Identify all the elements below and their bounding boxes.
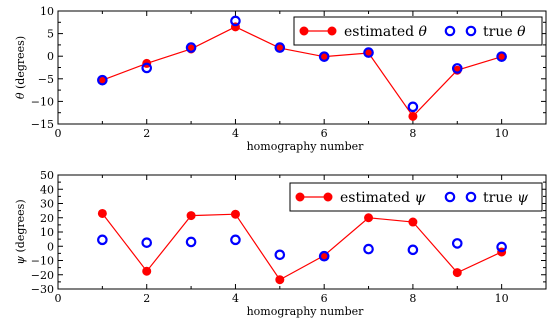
x-tick-label: 0	[55, 127, 62, 140]
y-tick-label: −15	[31, 118, 54, 131]
legend-label: estimated θ	[344, 24, 428, 40]
chart-panel-1: 0 2 4 6 8 10 −15 −10 −5 0 5 10 homography number θ (d…	[14, 5, 547, 153]
y-tick-label: 0	[47, 240, 54, 253]
y-tick-label: −20	[31, 269, 54, 282]
data-point	[496, 241, 507, 253]
legend: estimated ψ true ψ	[289, 182, 543, 212]
data-point	[186, 211, 196, 221]
data-point	[408, 217, 418, 227]
data-point	[318, 51, 330, 62]
legend-marker	[465, 25, 477, 37]
data-point	[408, 111, 418, 121]
x-tick-label: 4	[232, 292, 239, 305]
x-tick-label: 6	[321, 292, 328, 305]
x-axis-label: homography number	[247, 140, 365, 153]
legend-marker	[444, 191, 456, 203]
series-line	[101, 213, 502, 281]
legend-label: true ψ	[483, 190, 529, 206]
y-tick-label: 10	[40, 226, 54, 239]
data-point	[496, 51, 507, 62]
legend-marker	[295, 192, 305, 202]
y-tick-label: 0	[47, 50, 54, 63]
y-tick-label: 5	[47, 28, 54, 41]
data-point	[142, 266, 152, 276]
series-line	[102, 26, 502, 118]
y-axis-label: ψ (degrees)	[14, 199, 27, 264]
x-tick-label: 8	[409, 292, 416, 305]
x-tick-label: 4	[232, 127, 239, 140]
y-tick-label: −30	[31, 283, 54, 296]
series-2	[97, 15, 507, 113]
data-point	[97, 234, 108, 246]
data-point	[230, 15, 241, 27]
data-point	[141, 237, 153, 248]
y-axis-label: θ (degrees)	[14, 36, 27, 99]
data-point	[275, 275, 285, 285]
legend: estimated θ true θ	[293, 16, 543, 46]
x-axis-label: homography number	[247, 305, 365, 318]
x-tick-label: 0	[55, 292, 62, 305]
legend-marker	[323, 192, 333, 202]
data-point	[452, 268, 462, 278]
series-2	[97, 234, 507, 262]
y-tick-label: 10	[40, 5, 54, 18]
y-tick-label: 40	[40, 183, 54, 196]
data-point	[407, 101, 419, 113]
data-point	[364, 213, 374, 223]
x-tick-label: 10	[495, 127, 509, 140]
data-point	[363, 243, 374, 255]
series-1	[97, 208, 507, 285]
data-point	[318, 250, 330, 262]
data-point	[97, 208, 107, 218]
legend-marker	[465, 191, 477, 203]
y-tick-label: 20	[40, 212, 54, 225]
x-tick-label: 6	[321, 127, 328, 140]
data-point	[274, 249, 286, 261]
y-tick-label: −5	[38, 73, 54, 86]
data-point	[451, 63, 463, 74]
data-point	[274, 42, 286, 53]
data-point	[407, 244, 419, 256]
y-tick-label: −10	[31, 255, 54, 268]
legend-marker	[444, 25, 456, 37]
data-point	[230, 234, 241, 246]
data-point	[97, 74, 108, 86]
data-point	[230, 209, 240, 219]
x-tick-label: 8	[409, 127, 416, 140]
y-tick-label: −10	[31, 95, 54, 108]
legend-label: estimated ψ	[340, 190, 427, 206]
data-point	[141, 62, 153, 74]
x-tick-label: 2	[143, 292, 150, 305]
y-tick-label: 30	[40, 198, 54, 211]
x-tick-label: 2	[143, 127, 150, 140]
data-point	[451, 238, 463, 249]
data-point	[185, 42, 197, 53]
legend-marker	[327, 26, 337, 36]
data-point	[185, 236, 197, 248]
x-tick-label: 10	[495, 292, 509, 305]
y-tick-label: 50	[40, 169, 54, 182]
data-point	[363, 47, 374, 58]
legend-marker	[299, 26, 309, 36]
legend-label: true θ	[483, 24, 526, 40]
